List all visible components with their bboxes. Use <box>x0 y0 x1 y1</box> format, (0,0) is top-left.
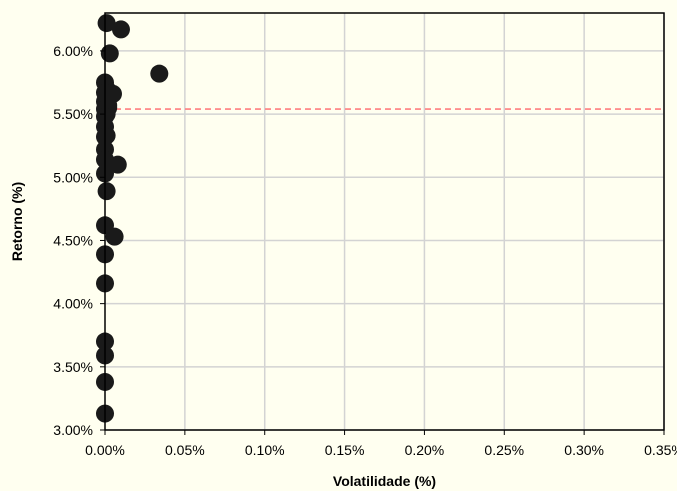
x-tick-label: 0.00% <box>85 442 125 458</box>
x-tick-label: 0.20% <box>405 442 445 458</box>
y-tick-label: 5.00% <box>53 169 93 185</box>
y-tick-label: 6.00% <box>53 43 93 59</box>
data-points <box>96 14 169 423</box>
data-point <box>150 64 169 83</box>
y-axis-title: Retorno (%) <box>9 182 25 261</box>
axes <box>100 12 665 435</box>
data-point <box>100 44 119 63</box>
data-point <box>97 14 116 33</box>
x-tick-label: 0.05% <box>165 442 205 458</box>
y-tick-label: 3.00% <box>53 422 93 438</box>
y-tick-label: 4.00% <box>53 296 93 312</box>
plot-frame <box>104 12 665 431</box>
data-point <box>97 182 116 201</box>
x-axis-title: Volatilidade (%) <box>333 473 436 489</box>
y-tick-label: 3.50% <box>53 359 93 375</box>
data-point <box>111 20 130 39</box>
x-tick-label: 0.25% <box>484 442 524 458</box>
y-tick-label: 5.50% <box>53 106 93 122</box>
tick-labels: 0.00% 0.05% 0.10% 0.15% 0.20% 0.25% 0.30% 0.35%… <box>53 43 677 458</box>
x-tick-label: 0.30% <box>564 442 604 458</box>
x-tick-label: 0.35% <box>644 442 677 458</box>
x-tick-label: 0.10% <box>245 442 285 458</box>
x-tick-label: 0.15% <box>325 442 365 458</box>
y-tick-label: 4.50% <box>53 232 93 248</box>
grid <box>105 13 665 431</box>
